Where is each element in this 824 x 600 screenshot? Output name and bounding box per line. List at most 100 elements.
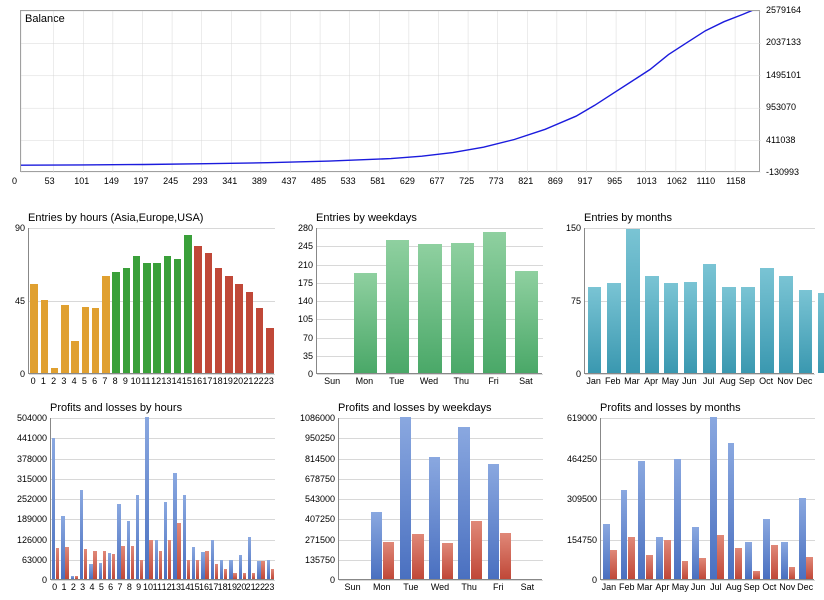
loss-bar (646, 555, 653, 579)
loss-bar (771, 545, 778, 579)
balance-xtick: 1158 (726, 176, 745, 186)
pnl-weekdays-chart: Profits and losses by weekdays0135750271… (288, 402, 546, 596)
bar (386, 240, 409, 373)
loss-bar (610, 550, 617, 579)
ytick: 105 (298, 314, 313, 324)
bar (102, 276, 109, 373)
loss-bar (500, 533, 511, 579)
balance-xtick: 629 (400, 176, 415, 186)
plot-area (338, 418, 542, 580)
balance-ytick: 2037133 (766, 37, 801, 47)
balance-ytick: -130993 (766, 167, 799, 177)
xtick: 13 (161, 376, 171, 386)
xtick: 0 (52, 582, 57, 592)
profit-bar (674, 459, 681, 579)
xtick: 3 (80, 582, 85, 592)
balance-xtick: 101 (74, 176, 89, 186)
bar (112, 272, 119, 373)
ytick: 63000 (22, 555, 47, 565)
loss-bar (149, 540, 153, 579)
xtick: 5 (82, 376, 87, 386)
chart-title: Entries by hours (Asia,Europe,USA) (28, 212, 203, 224)
bar (483, 232, 506, 373)
xtick: May (662, 376, 679, 386)
xtick: 16 (192, 376, 202, 386)
loss-bar (261, 561, 265, 579)
bar (51, 368, 58, 373)
ytick: 0 (308, 369, 313, 379)
loss-bar (271, 569, 275, 579)
profit-bar (429, 457, 440, 579)
plot-area (584, 228, 814, 374)
loss-bar (140, 560, 144, 579)
loss-bar (628, 537, 635, 579)
loss-bar (215, 564, 219, 579)
xtick: Jun (682, 376, 697, 386)
bar (760, 268, 774, 373)
xtick: 10 (131, 376, 141, 386)
bar (645, 276, 659, 373)
profit-bar (656, 537, 663, 579)
balance-ytick: 2579164 (766, 5, 801, 15)
xtick: Oct (759, 376, 773, 386)
ytick: 543000 (305, 494, 335, 504)
bar (215, 268, 222, 373)
balance-xtick: 53 (45, 176, 55, 186)
xtick: 10 (143, 582, 153, 592)
ytick: 189000 (17, 514, 47, 524)
profit-bar (728, 443, 735, 579)
xtick: Sep (739, 376, 755, 386)
xtick: 8 (113, 376, 118, 386)
bar (818, 293, 824, 373)
ytick: 0 (20, 369, 25, 379)
xtick: Mar (637, 582, 653, 592)
xtick: 22 (254, 376, 264, 386)
bar (82, 307, 89, 374)
xtick: Mon (373, 582, 391, 592)
xtick: Apr (655, 582, 669, 592)
xtick: Fri (493, 582, 504, 592)
profit-bar (458, 427, 469, 579)
profit-bar (799, 498, 806, 579)
xtick: 9 (123, 376, 128, 386)
xtick: 19 (223, 376, 233, 386)
ytick: 75 (571, 296, 581, 306)
xtick: Sun (345, 582, 361, 592)
balance-xtick: 293 (193, 176, 208, 186)
loss-bar (112, 554, 116, 579)
loss-bar (442, 543, 453, 579)
xtick: May (672, 582, 689, 592)
chart-title: Profits and losses by weekdays (338, 402, 491, 414)
xtick: 4 (89, 582, 94, 592)
entries-months-chart: Entries by months075150JanFebMarAprMayJu… (556, 212, 818, 390)
balance-xtick: 725 (459, 176, 474, 186)
bar (61, 305, 68, 373)
xtick: Jul (710, 582, 722, 592)
loss-bar (177, 523, 181, 579)
balance-chart: Balance -1309934110389530701495101203713… (6, 6, 818, 196)
bar (588, 287, 602, 373)
ytick: 1086000 (300, 413, 335, 423)
xtick: 7 (117, 582, 122, 592)
xtick: Tue (403, 582, 418, 592)
ytick: 150 (566, 223, 581, 233)
loss-bar (205, 551, 209, 579)
ytick: 814500 (305, 454, 335, 464)
xtick: Mar (624, 376, 640, 386)
profit-bar (781, 542, 788, 579)
balance-xtick: 773 (489, 176, 504, 186)
xtick: Thu (461, 582, 477, 592)
bar (164, 256, 171, 373)
plot-area (316, 228, 542, 374)
balance-xtick: 581 (370, 176, 385, 186)
xtick: Wed (420, 376, 438, 386)
bar (722, 287, 736, 373)
ytick: 619000 (567, 413, 597, 423)
xtick: 21 (243, 376, 253, 386)
xtick: 20 (233, 376, 243, 386)
loss-bar (471, 521, 482, 579)
profit-bar (745, 542, 752, 579)
loss-bar (717, 535, 724, 579)
loss-bar (383, 542, 394, 579)
balance-xtick: 437 (281, 176, 296, 186)
